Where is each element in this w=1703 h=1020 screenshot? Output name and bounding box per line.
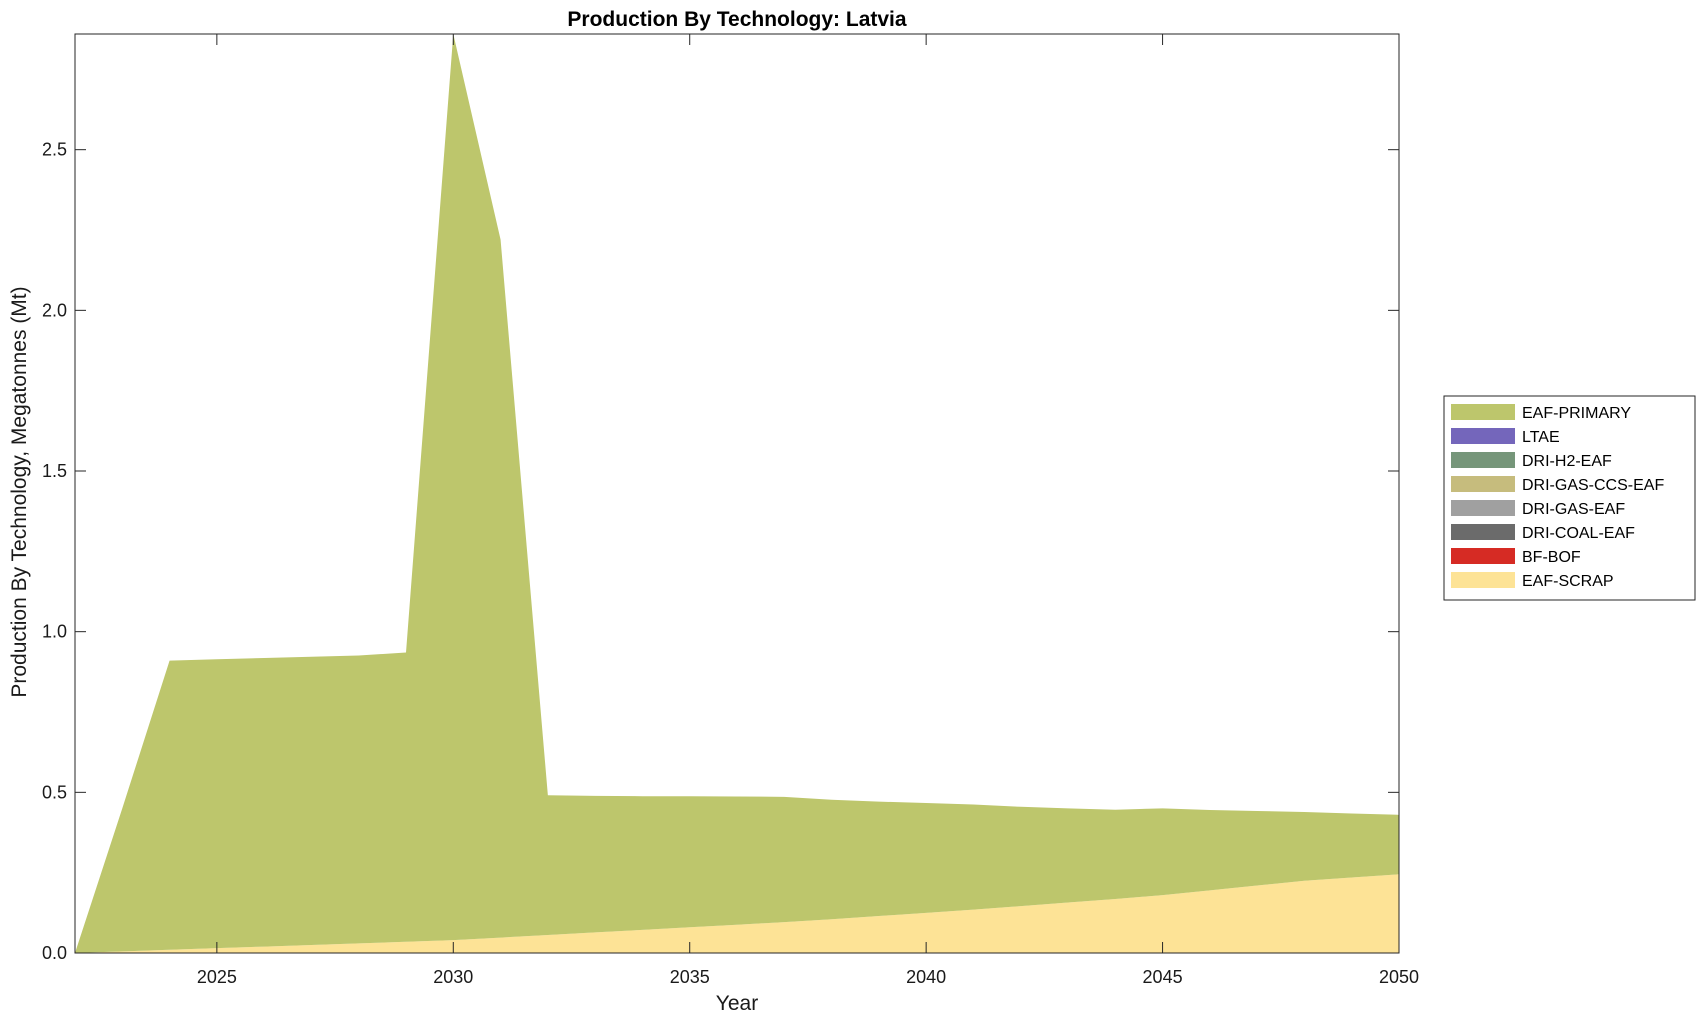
plot-frame [74,33,1400,954]
y-tick-label: 0.5 [42,782,67,802]
x-tick-label: 2030 [433,967,473,987]
legend-swatch [1451,572,1515,588]
area-eaf-scrap [75,874,1399,953]
y-axis-label: Production By Technology, Megatonnes (Mt… [8,286,31,697]
legend-label: DRI-COAL-EAF [1522,525,1635,542]
legend-label: DRI-GAS-CCS-EAF [1522,477,1664,494]
legend-swatch [1451,500,1515,516]
legend-swatch [1451,428,1515,444]
legend-label: BF-BOF [1522,549,1581,566]
legend-swatch [1451,404,1515,420]
legend-label: EAF-PRIMARY [1522,405,1631,422]
legend-label: LTAE [1522,429,1560,446]
x-tick-label: 2045 [1143,967,1183,987]
legend-box [1443,395,1696,601]
y-tick-label: 1.0 [42,622,67,642]
legend-label: DRI-GAS-EAF [1522,501,1625,518]
area-eaf-primary [75,34,1399,953]
legend-swatch [1451,476,1515,492]
y-tick-label: 1.5 [42,461,67,481]
y-tick-label: 0.0 [42,943,67,963]
legend: EAF-PRIMARY LTAE DRI-H2-EAF DRI-GAS-CCS-EAF… [1443,395,1696,601]
y-tick-label: 2.5 [42,140,67,160]
x-tick-label: 2025 [197,967,237,987]
axes-group: 2025 2030 2035 2040 2045 2050 0.0 0.5 1.0 1.5 2.0 2… [42,33,1419,987]
x-tick-label: 2050 [1379,967,1419,987]
legend-label: DRI-H2-EAF [1522,453,1612,470]
x-axis-label: Year [716,992,758,1015]
x-tick-label: 2035 [670,967,710,987]
area-series-group [75,34,1399,953]
legend-swatch [1451,452,1515,468]
legend-swatch [1451,548,1515,564]
chart-title: Production By Technology: Latvia [567,8,906,31]
x-tick-label: 2040 [906,967,946,987]
legend-swatch [1451,524,1515,540]
y-tick-label: 2.0 [42,300,67,320]
legend-label: EAF-SCRAP [1522,573,1614,590]
